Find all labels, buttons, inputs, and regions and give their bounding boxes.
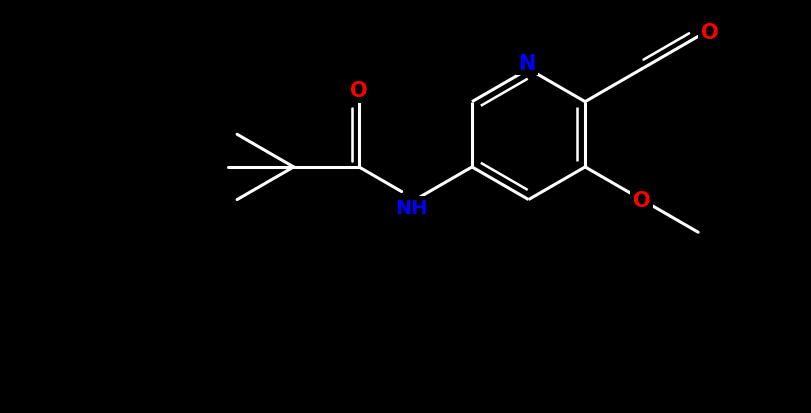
Text: N: N — [517, 54, 535, 74]
Text: O: O — [700, 23, 717, 43]
Text: NH: NH — [395, 199, 427, 218]
Text: O: O — [350, 81, 367, 101]
Text: O: O — [632, 190, 650, 210]
